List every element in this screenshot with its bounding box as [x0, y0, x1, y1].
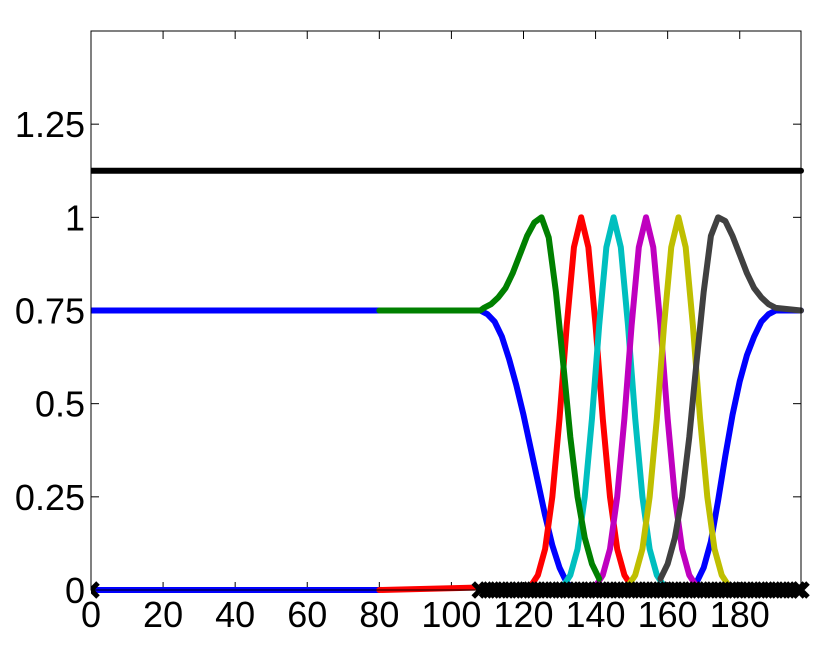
y-tick-label: 1	[65, 197, 85, 238]
x-tick-label: 100	[421, 594, 481, 635]
marker	[91, 581, 100, 599]
x-tick-label: 0	[81, 594, 101, 635]
x-tick-label: 160	[638, 594, 698, 635]
y-tick-label: 0	[65, 570, 85, 611]
series-line	[657, 214, 804, 582]
y-tick-label: 0.5	[35, 384, 85, 425]
x-tick-label: 80	[359, 594, 399, 635]
series-line	[625, 214, 732, 590]
x-tick-label: 140	[566, 594, 626, 635]
plot-frame	[90, 30, 802, 591]
series-line	[592, 214, 700, 590]
y-tick-label: 0.25	[15, 477, 85, 518]
x-tick-label: 180	[710, 594, 770, 635]
series-line	[376, 214, 603, 582]
x-tick-label: 120	[493, 594, 553, 635]
y-tick-label: 1.25	[15, 104, 85, 145]
x-tick-label: 60	[287, 594, 327, 635]
x-tick-label: 20	[143, 594, 183, 635]
y-tick-label: 0.75	[15, 291, 85, 332]
x-tick-label: 40	[215, 594, 255, 635]
